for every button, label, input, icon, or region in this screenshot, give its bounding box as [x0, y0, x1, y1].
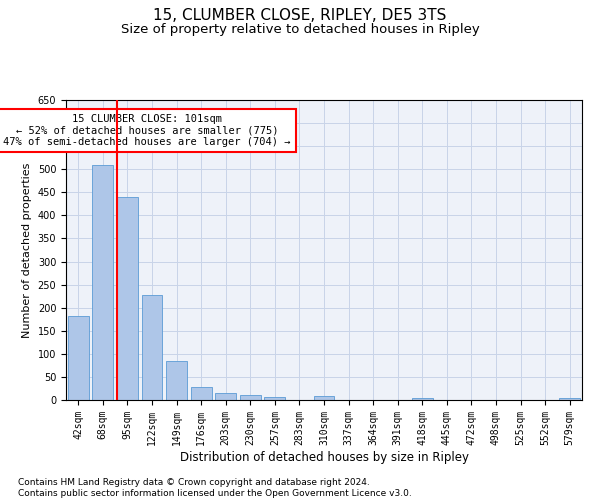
Bar [265, 397, 286, 400]
Bar [191, 387, 212, 400]
X-axis label: Distribution of detached houses by size in Ripley: Distribution of detached houses by size … [179, 450, 469, 464]
Bar [314, 396, 334, 400]
Text: Size of property relative to detached houses in Ripley: Size of property relative to detached ho… [121, 22, 479, 36]
Bar [412, 398, 433, 400]
Bar [142, 295, 163, 400]
Bar [68, 316, 89, 400]
Bar [240, 396, 261, 400]
Bar [559, 398, 580, 400]
Text: 15 CLUMBER CLOSE: 101sqm
← 52% of detached houses are smaller (775)
47% of semi-: 15 CLUMBER CLOSE: 101sqm ← 52% of detach… [4, 114, 291, 147]
Bar [215, 393, 236, 400]
Bar [117, 197, 138, 400]
Text: 15, CLUMBER CLOSE, RIPLEY, DE5 3TS: 15, CLUMBER CLOSE, RIPLEY, DE5 3TS [154, 8, 446, 22]
Bar [166, 361, 187, 400]
Bar [92, 164, 113, 400]
Y-axis label: Number of detached properties: Number of detached properties [22, 162, 32, 338]
Text: Contains HM Land Registry data © Crown copyright and database right 2024.
Contai: Contains HM Land Registry data © Crown c… [18, 478, 412, 498]
